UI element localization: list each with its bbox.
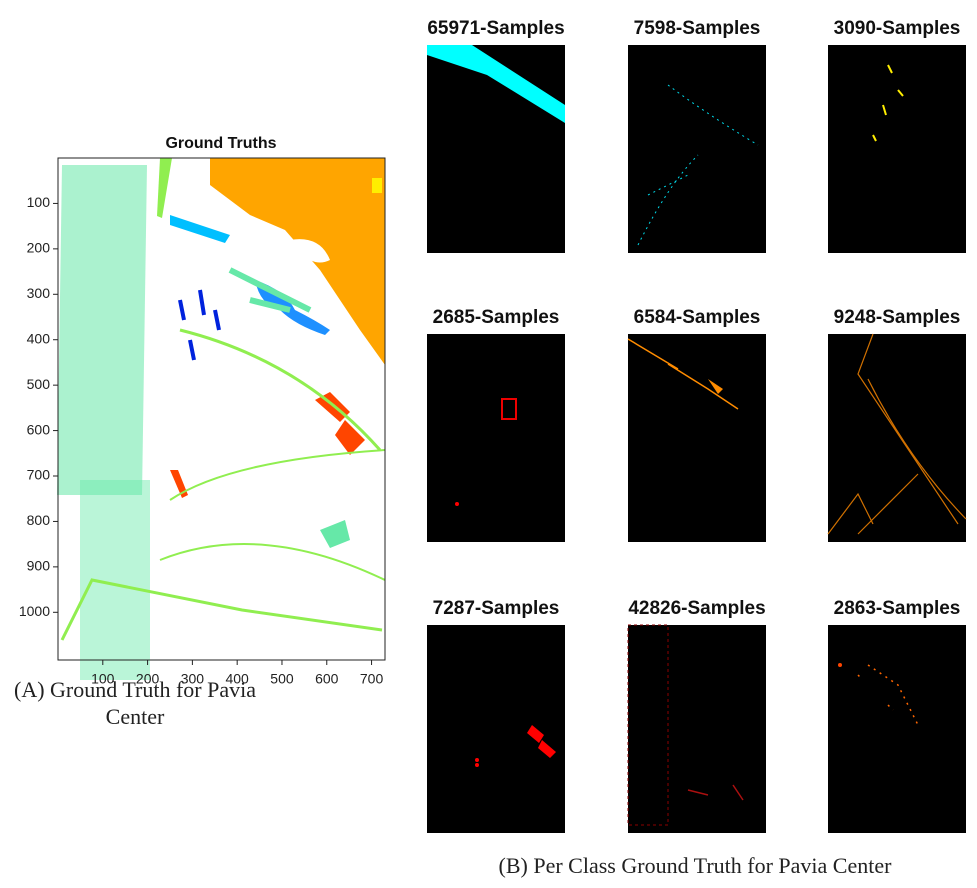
y-tick-label: 800 [27, 512, 51, 528]
x-tick-label: 500 [270, 671, 294, 687]
map-background [427, 625, 565, 833]
map-background [628, 625, 766, 833]
y-tick-label: 400 [27, 330, 51, 346]
map-background [427, 334, 565, 542]
y-tick-label: 600 [27, 421, 51, 437]
map-background [628, 45, 766, 253]
y-tick-label: 1000 [19, 603, 50, 619]
panel-title: 3090-Samples [834, 18, 961, 39]
map-background [828, 45, 966, 253]
class-map [427, 625, 565, 833]
map-background [628, 334, 766, 542]
class-map [828, 45, 966, 253]
panel-title: 9248-Samples [834, 307, 961, 328]
class-pixels [475, 763, 479, 767]
panel-title: 2685-Samples [433, 307, 560, 328]
y-tick-label: 700 [27, 467, 51, 483]
caption-b: (B) Per Class Ground Truth for Pavia Cen… [410, 852, 977, 879]
page: {"figure_a": {"title": "Ground Truths", … [0, 0, 977, 888]
panel-title: 6584-Samples [634, 307, 761, 328]
class-map [628, 334, 766, 542]
panel-title: 7598-Samples [634, 18, 761, 39]
panel-title: 7287-Samples [433, 598, 560, 619]
y-tick-label: 200 [27, 240, 51, 256]
panel-title: 42826-Samples [628, 598, 765, 619]
caption-a: (A) Ground Truth for Pavia Center [0, 676, 270, 730]
y-tick-label: 500 [27, 376, 51, 392]
map-background [828, 625, 966, 833]
figure: Ground Truths 65971-Samples 7598-Samples 3… [0, 0, 977, 888]
panel-title: 65971-Samples [427, 18, 564, 39]
x-tick-label: 700 [360, 671, 384, 687]
panels: 65971-Samples 7598-Samples 3090-Samples 268… [427, 18, 966, 833]
y-tick-label: 900 [27, 558, 51, 574]
map-title: Ground Truths [165, 135, 276, 152]
ground-truth-map [57, 158, 385, 680]
class-map [427, 334, 565, 542]
class-map [628, 45, 766, 253]
class-pixels [838, 663, 842, 667]
y-tick-label: 100 [27, 194, 51, 210]
class-pixels [475, 758, 479, 762]
panel-title: 2863-Samples [834, 598, 961, 619]
class-map [828, 625, 966, 833]
class-map [427, 45, 565, 253]
map-background [828, 334, 966, 542]
class-pixels [455, 502, 459, 506]
class-map [828, 334, 966, 542]
x-tick-label: 600 [315, 671, 339, 687]
y-tick-label: 300 [27, 285, 51, 301]
figure-canvas: Ground Truths 65971-Samples 7598-Samples 3… [0, 0, 977, 888]
class-map [628, 625, 766, 833]
